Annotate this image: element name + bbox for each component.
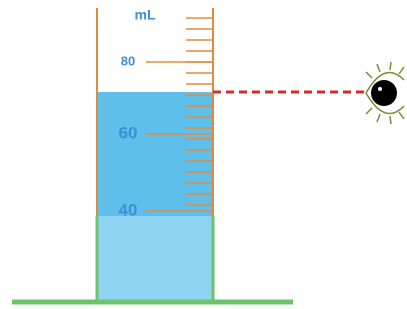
eye xyxy=(366,62,404,124)
diagram: mL 80 60 40 xyxy=(0,0,407,309)
scale-label: 60 xyxy=(119,123,138,142)
scale-label: 80 xyxy=(121,53,135,68)
liquid xyxy=(97,92,213,216)
unit-label: mL xyxy=(135,7,156,23)
liquid-lower xyxy=(97,216,213,300)
scale-label: 40 xyxy=(119,200,138,219)
